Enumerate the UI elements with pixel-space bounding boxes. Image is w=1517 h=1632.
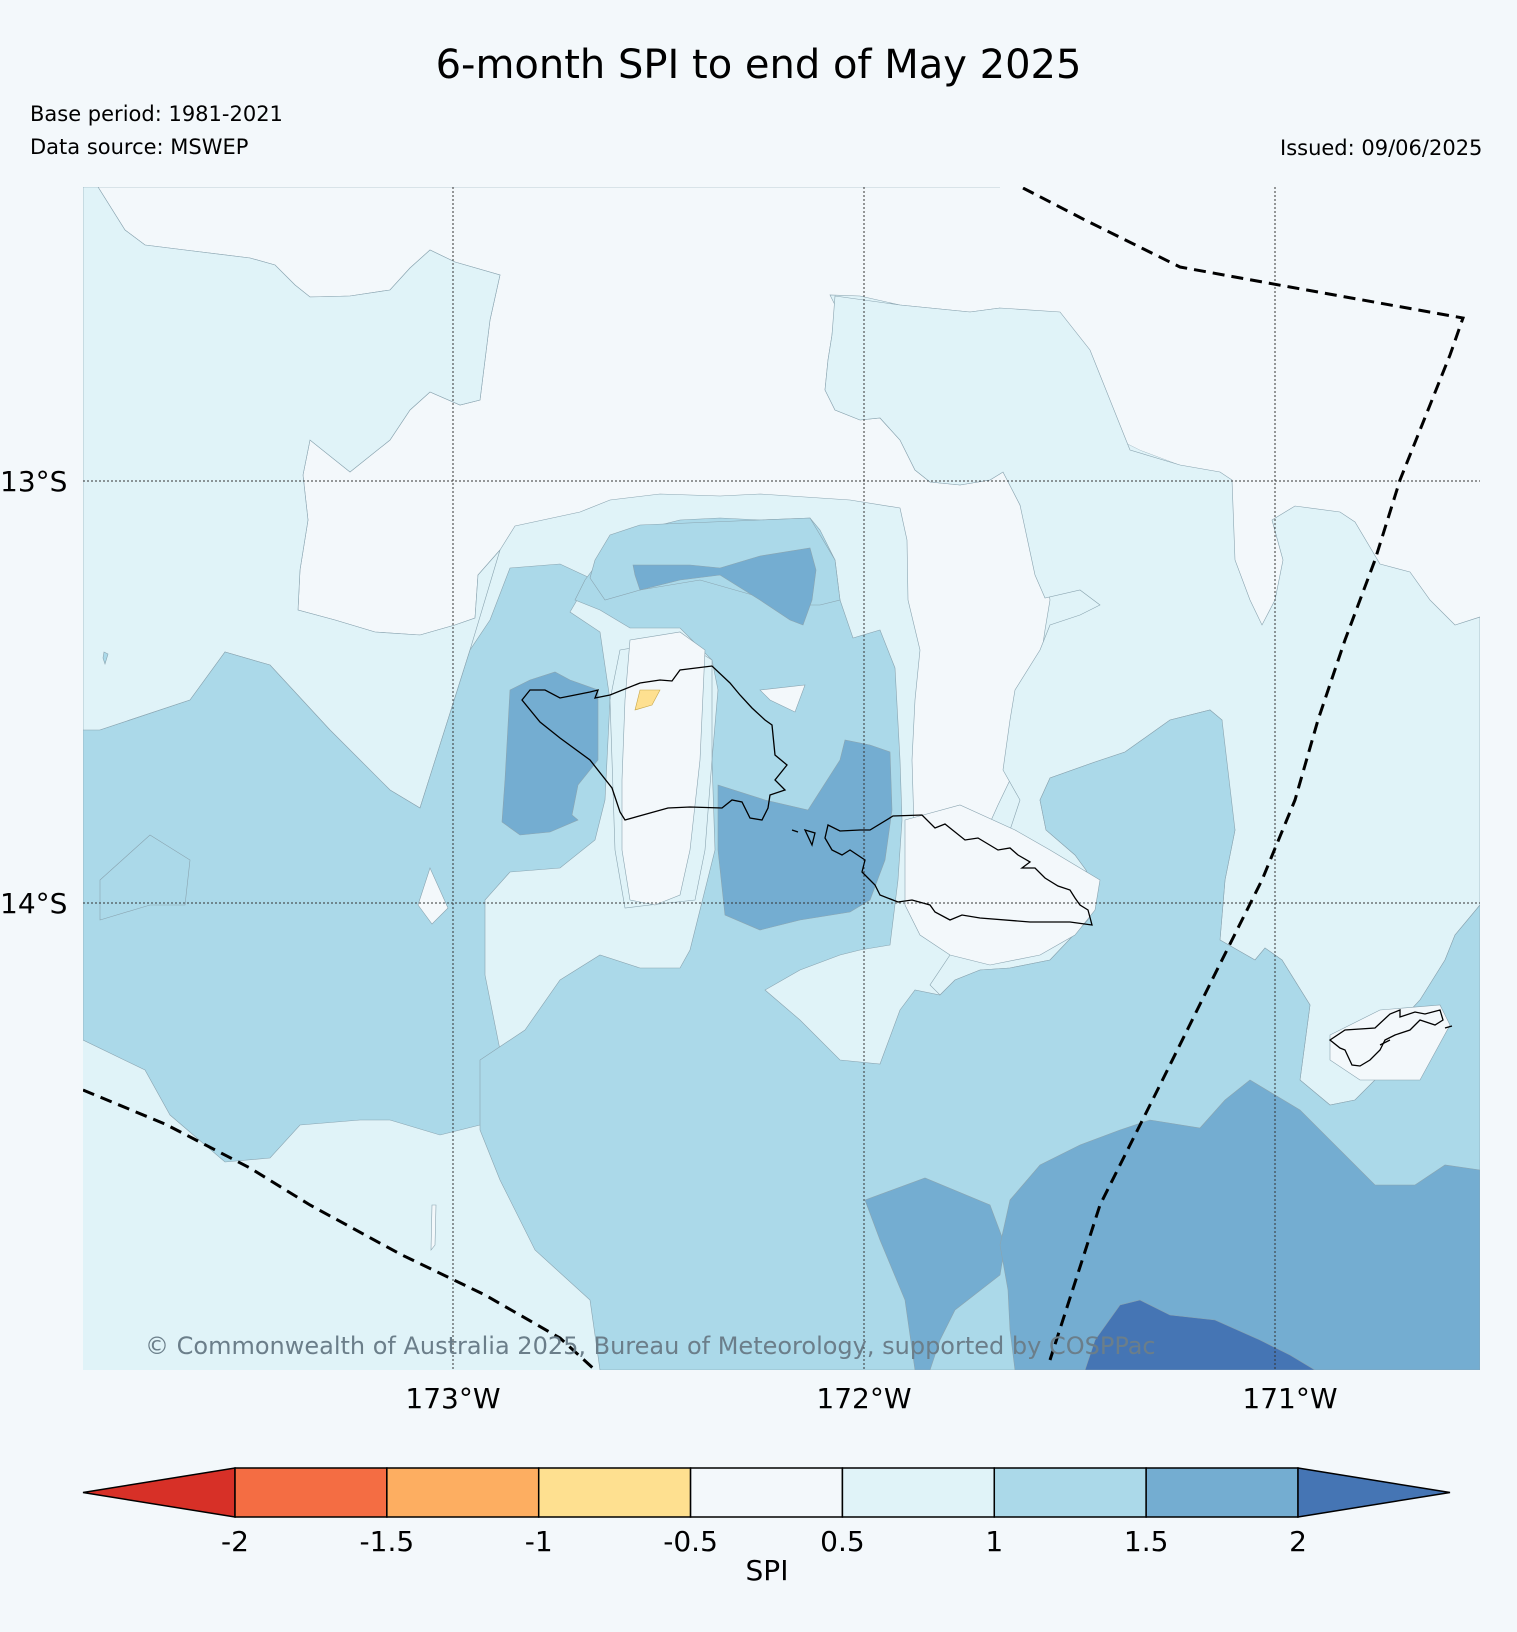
- base-period: Base period: 1981-2021: [30, 102, 283, 126]
- colorbar-tick-label: -1.5: [360, 1525, 415, 1558]
- colorbar-extend-high: [1297, 1467, 1451, 1518]
- colorbar-segment: [689, 1467, 844, 1518]
- colorbar-tick-label: 2: [1289, 1525, 1307, 1558]
- lat-label-14s: 14°S: [0, 887, 67, 920]
- colorbar-tick-label: -0.5: [663, 1525, 718, 1558]
- colorbar-tick-label: 1: [985, 1525, 1003, 1558]
- colorbar-segment: [841, 1467, 996, 1518]
- colorbar-extend-low: [82, 1467, 236, 1518]
- colorbar-tick-label: -1: [525, 1525, 553, 1558]
- colorbar-segment: [1145, 1467, 1299, 1518]
- lon-label-173w: 173°W: [405, 1382, 500, 1415]
- graticule: [83, 187, 1480, 1370]
- lon-label-172w: 172°W: [816, 1382, 911, 1415]
- coastline: [521, 665, 1453, 1067]
- map-title: 6-month SPI to end of May 2025: [435, 42, 1082, 88]
- spi-contour-field: [83, 187, 1480, 1370]
- issued-date: Issued: 09/06/2025: [1280, 136, 1483, 160]
- colorbar-label: SPI: [746, 1554, 789, 1587]
- colorbar-tick-label: 0.5: [820, 1525, 865, 1558]
- colorbar-tick-label: -2: [221, 1525, 249, 1558]
- lat-label-13s: 13°S: [0, 465, 67, 498]
- colorbar-segment: [234, 1467, 388, 1518]
- copyright-notice: © Commonwealth of Australia 2025, Bureau…: [145, 1332, 1156, 1360]
- colorbar-segment: [537, 1467, 692, 1518]
- data-source: Data source: MSWEP: [30, 135, 249, 159]
- colorbar-tick-label: 1.5: [1124, 1525, 1169, 1558]
- colorbar-segment: [993, 1467, 1147, 1518]
- lon-label-171w: 171°W: [1242, 1382, 1337, 1415]
- spi-colorbar: -2 -1.5 -1 -0.5 0.5 1 1.5 2: [82, 1467, 1451, 1558]
- colorbar-segment: [386, 1467, 540, 1518]
- maritime-boundary: [83, 187, 1465, 1370]
